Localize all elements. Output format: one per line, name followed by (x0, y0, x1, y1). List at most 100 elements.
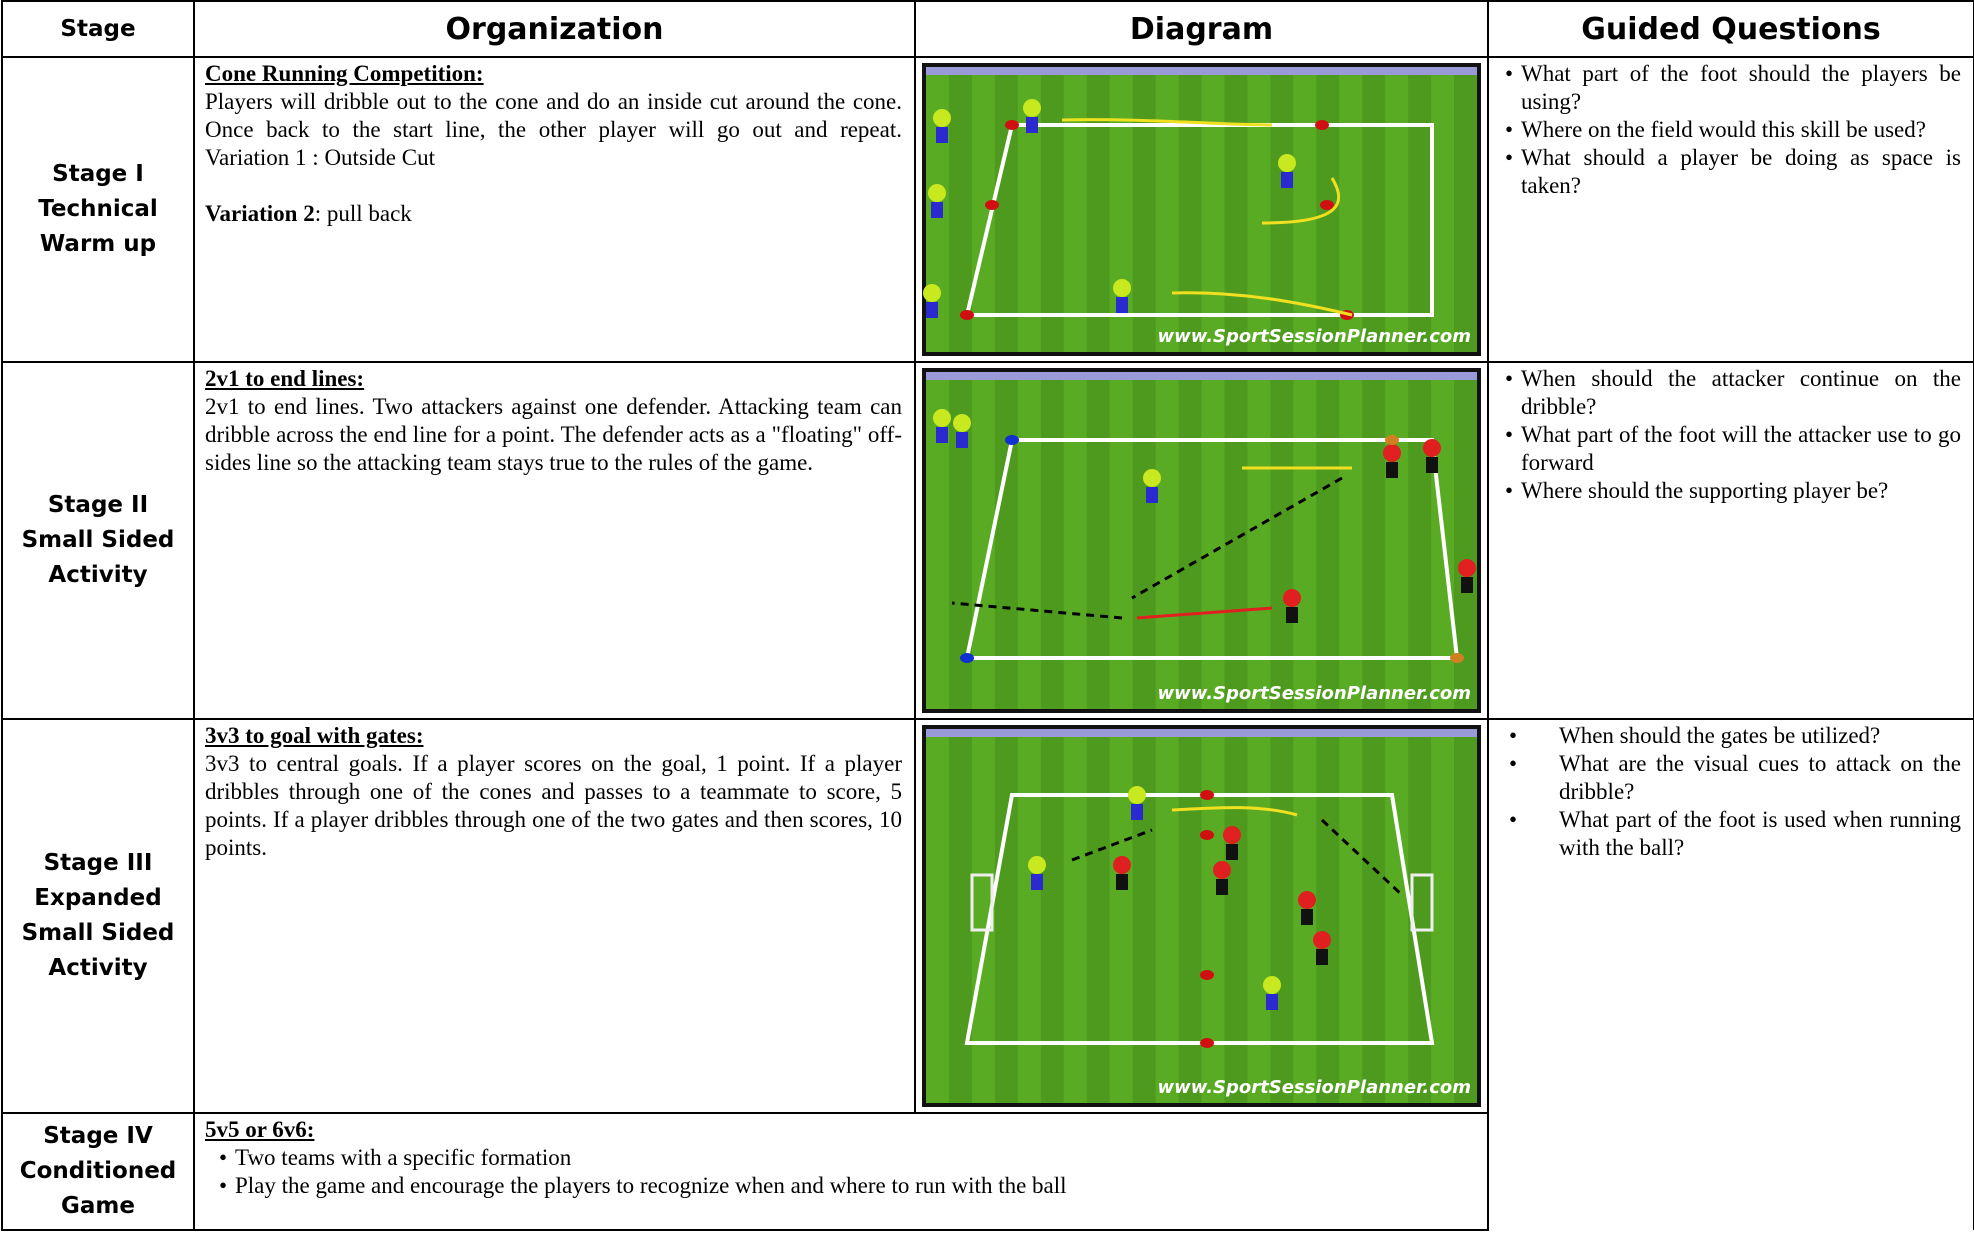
stage-line: Warm up (39, 231, 157, 257)
cone (1450, 653, 1464, 663)
grass-stripe (926, 729, 949, 1103)
question: What part of the foot will the attacker … (1505, 421, 1961, 477)
bullet-list: Two teams with a specific formation Play… (205, 1144, 1475, 1200)
arrow (1131, 476, 1343, 600)
question: What are the visual cues to attack on th… (1509, 750, 1961, 806)
watermark: www.SportSessionPlanner.com (1157, 683, 1471, 704)
stage-line: Expanded (34, 885, 162, 911)
player-legs (1031, 874, 1043, 890)
cone (960, 310, 974, 320)
player-legs (936, 427, 948, 443)
player-legs (1461, 577, 1473, 593)
bullet: Two teams with a specific formation (219, 1144, 1475, 1172)
stage-line: Stage I (52, 161, 144, 187)
pitch-lines (964, 123, 1434, 317)
question: Where should the supporting player be? (1505, 477, 1961, 505)
player-legs (1116, 874, 1128, 890)
question-list: When should the gates be utilized? What … (1499, 722, 1961, 862)
stage: Stage II Small Sided Activity (1, 361, 195, 720)
goal (1410, 873, 1434, 932)
watermark: www.SportSessionPlanner.com (1157, 1077, 1471, 1098)
grass-stripe (1247, 729, 1271, 1103)
diagram-cell: www.SportSessionPlanner.com (914, 718, 1489, 1114)
stage-line: Stage IV (43, 1123, 153, 1149)
org-title: 3v3 to goal with gates: (205, 723, 424, 748)
player (933, 109, 951, 127)
grass-stripe (1017, 67, 1041, 352)
player-legs (936, 127, 948, 143)
cone (1200, 970, 1214, 980)
player-legs (1146, 487, 1158, 503)
stage-line: Activity (48, 562, 148, 588)
player-legs (931, 202, 943, 218)
question: When should the attacker continue on the… (1505, 365, 1961, 421)
grass-stripe (971, 729, 995, 1103)
grass-stripe (1201, 729, 1225, 1103)
player (1278, 154, 1296, 172)
grass-stripe (1385, 67, 1409, 352)
stage-line: Stage III (43, 850, 153, 876)
player (1383, 444, 1401, 462)
diagram: www.SportSessionPlanner.com (922, 63, 1481, 356)
sky-strip (926, 372, 1477, 380)
watermark: www.SportSessionPlanner.com (1157, 326, 1471, 347)
player (1313, 931, 1331, 949)
diagram-cell: www.SportSessionPlanner.com (914, 361, 1489, 720)
diagram: www.SportSessionPlanner.com (922, 725, 1481, 1107)
header: Guided Questions (1487, 0, 1974, 58)
grass-stripe (1201, 372, 1225, 709)
grass-stripe (1293, 67, 1317, 352)
player-legs (1226, 844, 1238, 860)
grass-stripe (971, 372, 995, 709)
bullet: Play the game and encourage the players … (219, 1172, 1475, 1200)
grass-stripe (1155, 372, 1179, 709)
grass-stripe (1109, 729, 1133, 1103)
player (1263, 976, 1281, 994)
arrow (1071, 828, 1153, 862)
cone (1315, 120, 1329, 130)
questions: What part of the foot should the players… (1487, 56, 1974, 363)
arrow (1320, 818, 1404, 897)
player-legs (1266, 994, 1278, 1010)
player (1023, 99, 1041, 117)
player-legs (1301, 909, 1313, 925)
player-legs (1281, 172, 1293, 188)
grass-stripe (1431, 67, 1455, 352)
grass-stripe (1063, 729, 1087, 1103)
stage-line: Conditioned (19, 1158, 177, 1184)
question-list: What part of the foot should the players… (1499, 60, 1961, 200)
row: Stage I Technical Warm up Cone Running Com… (1, 56, 1974, 363)
row: Stage IV Conditioned Game 5v5 or 6v6: Two … (1, 1112, 1974, 1231)
player (953, 414, 971, 432)
grass-stripe (1017, 729, 1041, 1103)
grass-stripe (1247, 67, 1271, 352)
player (1423, 439, 1441, 457)
player (1298, 891, 1316, 909)
org-title: Cone Running Competition: (205, 61, 484, 86)
variation-text: : pull back (314, 201, 412, 226)
grass-stripe (1201, 67, 1225, 352)
cone (1200, 790, 1214, 800)
grass-stripe (1339, 67, 1363, 352)
player-legs (1026, 117, 1038, 133)
grass-stripe (1293, 372, 1317, 709)
stage: Stage III Expanded Small Sided Activity (1, 718, 195, 1114)
cone (1005, 435, 1019, 445)
questions: When should the attacker continue on the… (1487, 361, 1974, 720)
organization: 5v5 or 6v6: Two teams with a specific fo… (193, 1112, 1489, 1231)
cone (1385, 435, 1399, 445)
stage-line: Activity (48, 955, 148, 981)
sky-strip (926, 729, 1477, 737)
cone (1320, 200, 1334, 210)
organization: 2v1 to end lines: 2v1 to end lines. Two … (193, 361, 916, 720)
stage: Stage IV Conditioned Game (1, 1112, 195, 1231)
org-title: 5v5 or 6v6: (205, 1117, 315, 1142)
question: What part of the foot should the players… (1505, 60, 1961, 116)
variation-label: Variation 2 (205, 201, 315, 226)
stage-line: Small Sided (21, 920, 175, 946)
sky-strip (926, 67, 1477, 75)
player-legs (1386, 462, 1398, 478)
org-text: 3v3 to central goals. If a player scores… (205, 751, 902, 860)
